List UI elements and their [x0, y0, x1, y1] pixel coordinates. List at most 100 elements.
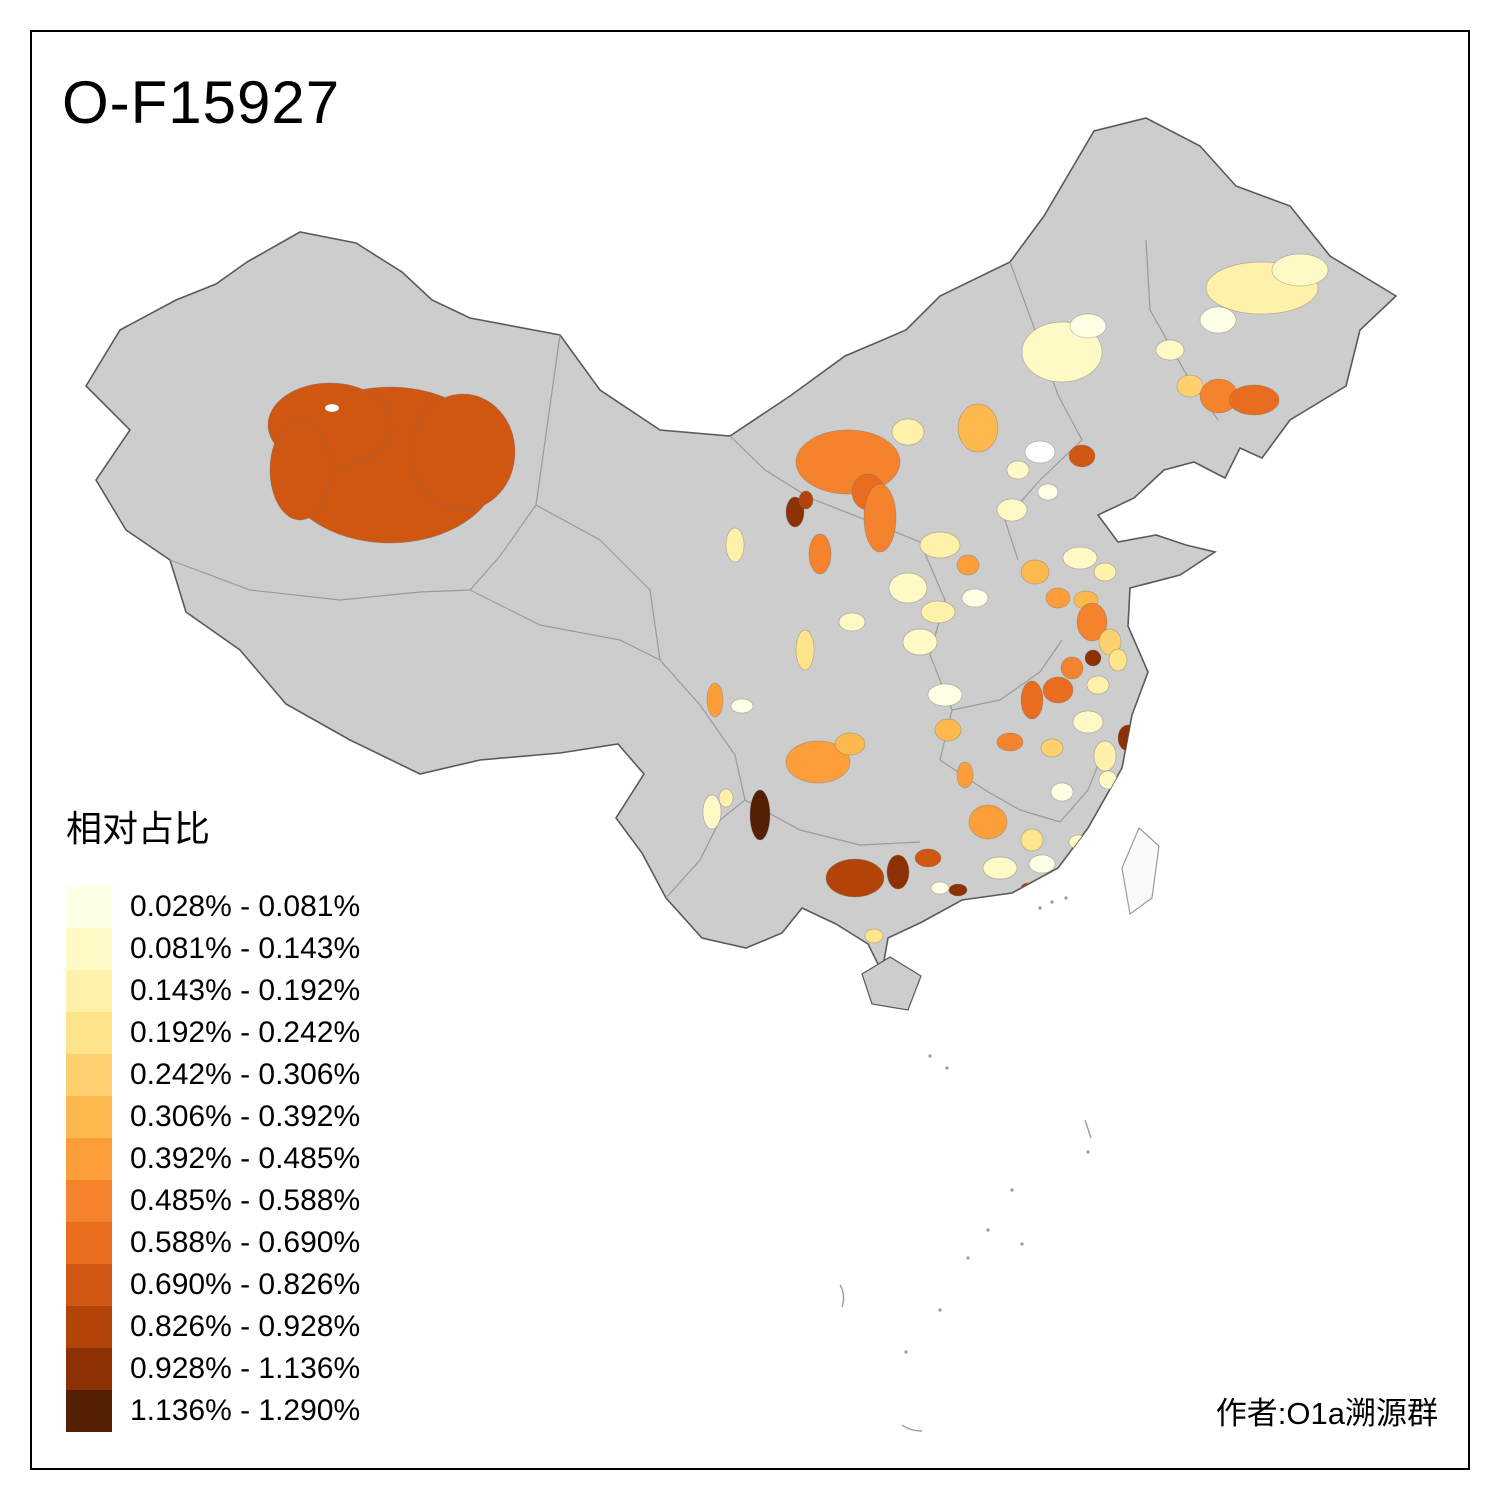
map-region: [1108, 648, 1128, 672]
map-region: [1093, 562, 1117, 582]
map-region: [785, 740, 851, 784]
map-region: [1006, 460, 1030, 480]
legend-label: 1.136% - 1.290%: [130, 1394, 361, 1427]
map-region: [888, 572, 928, 604]
legend-item: 0.690% - 0.826%: [66, 1264, 360, 1306]
legend-item: 1.136% - 1.290%: [66, 1390, 360, 1432]
map-region: [725, 527, 745, 563]
map-region: [1093, 740, 1117, 772]
legend-label: 0.392% - 0.485%: [130, 1142, 361, 1175]
colored-regions: [267, 253, 1329, 944]
legend-item: 0.028% - 0.081%: [66, 886, 360, 928]
legend-swatch: [66, 886, 112, 928]
map-region: [982, 856, 1018, 880]
legend-item: 0.826% - 0.928%: [66, 1306, 360, 1348]
legend-label: 0.485% - 0.588%: [130, 1184, 361, 1217]
map-region: [968, 804, 1008, 840]
taiwan-island: [1121, 826, 1160, 916]
legend-swatch: [66, 1096, 112, 1138]
map-region: [1068, 444, 1096, 468]
map-region: [863, 483, 897, 553]
map-region: [891, 418, 925, 446]
legend-item: 0.192% - 0.242%: [66, 1012, 360, 1054]
legend-swatch: [66, 1306, 112, 1348]
legend-label: 0.588% - 0.690%: [130, 1226, 361, 1259]
legend-swatch: [66, 1012, 112, 1054]
map-region: [1020, 828, 1044, 852]
sea-islands: [839, 896, 1092, 1432]
map-region: [1020, 559, 1050, 585]
map-region: [1228, 384, 1280, 416]
map-region: [795, 429, 901, 495]
map-region: [1028, 854, 1056, 874]
legend-swatch: [66, 970, 112, 1012]
map-region: [838, 612, 866, 632]
map-region: [1060, 656, 1084, 680]
map-region: [902, 628, 938, 656]
legend-label: 0.081% - 0.143%: [130, 932, 361, 965]
map-region: [702, 794, 722, 830]
map-region: [269, 419, 331, 521]
map-region: [956, 761, 974, 789]
map-title: O-F15927: [62, 69, 341, 136]
map-region: [996, 498, 1028, 522]
map-region: [927, 683, 963, 707]
legend-items: 0.028% - 0.081% 0.081% - 0.143% 0.143% - 0…: [66, 886, 360, 1432]
legend-item: 0.242% - 0.306%: [66, 1054, 360, 1096]
map-region: [919, 531, 961, 559]
map-region: [798, 490, 814, 510]
map-region: [930, 881, 950, 895]
map-region: [1076, 602, 1108, 642]
map-region: [1086, 675, 1110, 695]
map-region: [1020, 680, 1044, 720]
map-region: [1199, 306, 1237, 334]
legend-item: 0.928% - 1.136%: [66, 1348, 360, 1390]
legend-swatch: [66, 1264, 112, 1306]
map-region: [808, 533, 832, 575]
map-region: [1040, 738, 1064, 758]
map-region: [410, 393, 516, 511]
map-region: [1069, 313, 1107, 339]
map-region: [961, 588, 989, 608]
legend-label: 0.143% - 0.192%: [130, 974, 361, 1007]
legend-swatch: [66, 928, 112, 970]
map-region: [996, 732, 1024, 752]
legend-title: 相对占比: [66, 808, 211, 849]
map-region: [1271, 253, 1329, 287]
map-region: [1155, 339, 1185, 361]
map-region: [1062, 546, 1098, 570]
map-region: [1045, 587, 1071, 609]
map-region: [825, 858, 885, 898]
legend-swatch: [66, 1390, 112, 1432]
legend-label: 0.826% - 0.928%: [130, 1310, 361, 1343]
legend-label: 0.690% - 0.826%: [130, 1268, 361, 1301]
hainan-island: [861, 956, 922, 1011]
legend-swatch: [66, 1222, 112, 1264]
map-region: [864, 928, 884, 944]
map-region: [957, 403, 999, 453]
map-region: [948, 883, 968, 897]
map-region: [706, 682, 724, 718]
map-region: [730, 698, 754, 714]
map-region: [1024, 440, 1056, 464]
legend-swatch: [66, 1138, 112, 1180]
legend-label: 0.928% - 1.136%: [130, 1352, 361, 1385]
map-region: [795, 629, 815, 671]
map-region: [1042, 676, 1074, 704]
legend-label: 0.028% - 0.081%: [130, 890, 361, 923]
legend-label: 0.306% - 0.392%: [130, 1100, 361, 1133]
legend-item: 0.306% - 0.392%: [66, 1096, 360, 1138]
legend-item: 0.143% - 0.192%: [66, 970, 360, 1012]
map-region: [1084, 649, 1102, 667]
legend-label: 0.192% - 0.242%: [130, 1016, 361, 1049]
map-region: [718, 788, 734, 808]
legend-label: 0.242% - 0.306%: [130, 1058, 361, 1091]
map-region: [749, 789, 771, 841]
legend-item: 0.588% - 0.690%: [66, 1222, 360, 1264]
map-region: [1072, 710, 1104, 734]
legend-item: 0.081% - 0.143%: [66, 928, 360, 970]
legend-swatch: [66, 1348, 112, 1390]
map-region: [324, 403, 340, 413]
